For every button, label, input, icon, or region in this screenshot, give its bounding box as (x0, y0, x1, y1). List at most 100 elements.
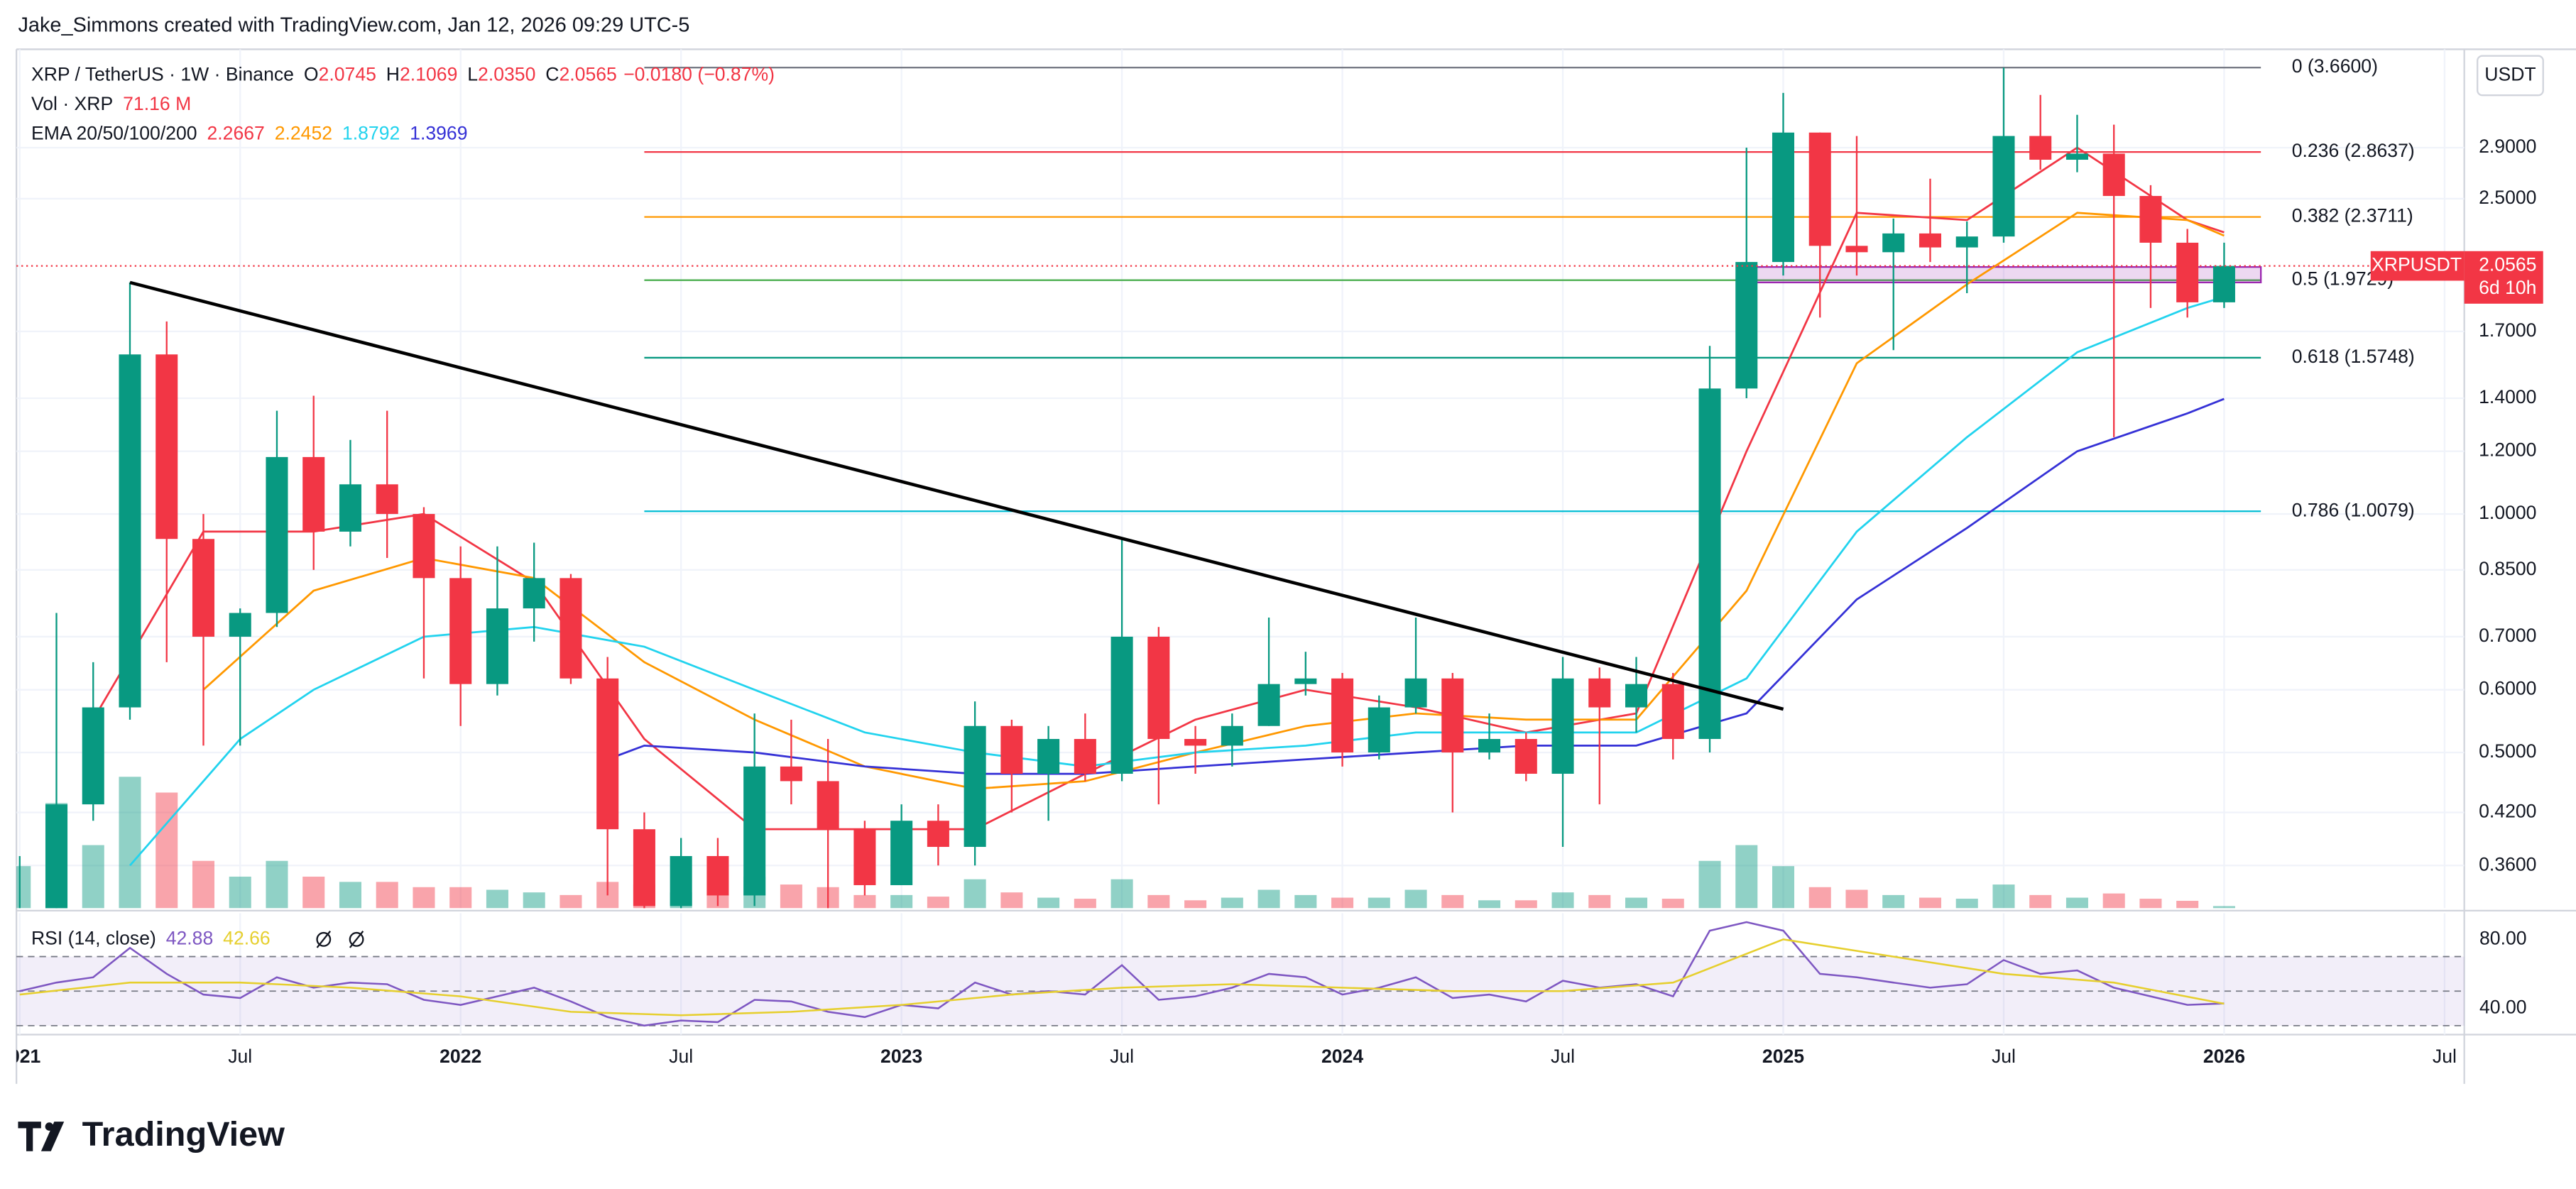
x-tick-label: 2023 (880, 1046, 922, 1067)
candle-body (1882, 233, 1905, 253)
volume-bar (1478, 900, 1501, 909)
volume-bar (927, 897, 949, 909)
candle-body (302, 456, 325, 532)
fib-label: 0.236 (2.8637) (2292, 140, 2415, 161)
volume-bar (82, 845, 104, 909)
fib-label: 0.382 (2.3711) (2292, 205, 2413, 226)
candle-body (486, 608, 508, 684)
volume-bar (1808, 887, 1831, 909)
volume-bar (1257, 889, 1280, 909)
brand: TradingView (82, 1115, 285, 1154)
rsi-line (19, 921, 2225, 1027)
x-tick-label: Jul (669, 1046, 693, 1067)
volume-bar (2139, 899, 2162, 909)
volume-bar (229, 876, 251, 909)
rsi-tick-label: 80.00 (2479, 927, 2527, 948)
volume-bar (2065, 897, 2088, 909)
candle-body (523, 578, 545, 609)
candle-body (1955, 236, 1978, 248)
candle-body (1221, 725, 1243, 746)
candle-body (596, 678, 619, 830)
currency-box[interactable] (2477, 55, 2544, 97)
y-tick-label: 0.4200 (2479, 801, 2536, 822)
x-tick-label: Jul (1551, 1046, 1575, 1067)
x-tick-label: 2024 (1321, 1046, 1363, 1067)
volume-bar (1331, 897, 1354, 909)
legend-item: 2.2452 (275, 123, 332, 144)
volume-bar (1441, 894, 1464, 909)
candle-body (560, 578, 582, 679)
candle-body (1478, 739, 1501, 753)
currency: USDT (2484, 63, 2536, 84)
x-tick-label: 2022 (440, 1046, 481, 1067)
y-tick-label: 0.6000 (2479, 678, 2536, 699)
y-tick-label: 0.7000 (2479, 625, 2536, 646)
volume-bar (1845, 889, 1868, 909)
candle-body (1515, 739, 1537, 774)
candle-body (780, 766, 802, 782)
candle-body (413, 514, 435, 579)
y-tick-label: 1.0000 (2479, 502, 2536, 523)
rsi-icons (316, 931, 364, 948)
legend-item: 42.88 (166, 927, 214, 948)
legend: EMA 20/50/100/200 2.2667 2.2452 1.8792 1.396… (31, 123, 468, 144)
volume-bar (1515, 900, 1537, 909)
candle-body (1257, 684, 1280, 726)
fib-label: 0 (3.6600) (2292, 55, 2378, 77)
volume-bar (1074, 899, 1096, 909)
price-tag-value-box (2464, 251, 2543, 304)
y-tick-label: 0.8500 (2479, 558, 2536, 579)
volume-bar (1772, 866, 1795, 909)
candle-body (1184, 739, 1207, 746)
price-pane (16, 49, 2465, 909)
volume-bar (890, 894, 913, 909)
legend-item: XRP / TetherUS · 1W · Binance (31, 63, 294, 84)
x-tick-label: Jul (1992, 1046, 2016, 1067)
x-tick-label: Jul (1110, 1046, 1134, 1067)
volume-bar (1000, 892, 1023, 909)
candle-body (927, 821, 949, 848)
time-axis: 2021 Jul 2022 Jul 2023 Jul 2024 Jul 2025 Jul 2026 J… (16, 1046, 2457, 1067)
candle-body (2212, 265, 2235, 302)
volume-bar (780, 884, 802, 909)
volume-bar (1404, 889, 1427, 909)
candle-body (82, 707, 104, 805)
volume-bar (853, 894, 876, 909)
volume-bar (2176, 901, 2199, 909)
candle-body (633, 829, 655, 906)
legend-item: Vol · XRP (31, 93, 113, 114)
candle-body (890, 821, 913, 885)
legend-item: 42.66 (223, 927, 271, 948)
candle-body (1698, 388, 1721, 740)
candle-body (1625, 684, 1648, 708)
rsi-ma-line (19, 938, 2225, 1017)
volume-bar (1588, 894, 1611, 909)
legend: XRP / TetherUS · 1W · Binance O2.0745 H2.1… (31, 63, 775, 84)
candle-body (1000, 725, 1023, 774)
volume-bar (339, 882, 361, 909)
legend-item: H (386, 63, 400, 84)
volume-bar (155, 792, 178, 909)
y-tick-label: 0.3600 (2479, 853, 2536, 875)
legend-item: 2.1069 (400, 63, 457, 84)
volume-bar (302, 876, 325, 909)
candle-body (192, 539, 215, 637)
candle-body (2176, 242, 2199, 302)
volume-bar (2102, 893, 2125, 909)
candle-body (817, 781, 839, 830)
rsi-tick-label: 40.00 (2479, 997, 2527, 1018)
candle-body (1037, 739, 1060, 774)
legend-item: RSI (14, close) (31, 927, 156, 948)
candle-body (1992, 136, 2015, 237)
overlay: 2.9000 2.5000 1.7000 1.4000 1.2000 1.0000 0.85… (31, 55, 2543, 1018)
candle-body (376, 484, 398, 515)
volume-bar (1110, 879, 1133, 909)
volume-bar (266, 860, 288, 909)
volume-bar (2212, 906, 2235, 909)
legend-item: 1.8792 (342, 123, 400, 144)
candle-body (1551, 678, 1574, 774)
y-tick-label: 2.5000 (2479, 187, 2536, 208)
legend-item: 2.2667 (207, 123, 264, 144)
candle-body (2029, 136, 2052, 160)
